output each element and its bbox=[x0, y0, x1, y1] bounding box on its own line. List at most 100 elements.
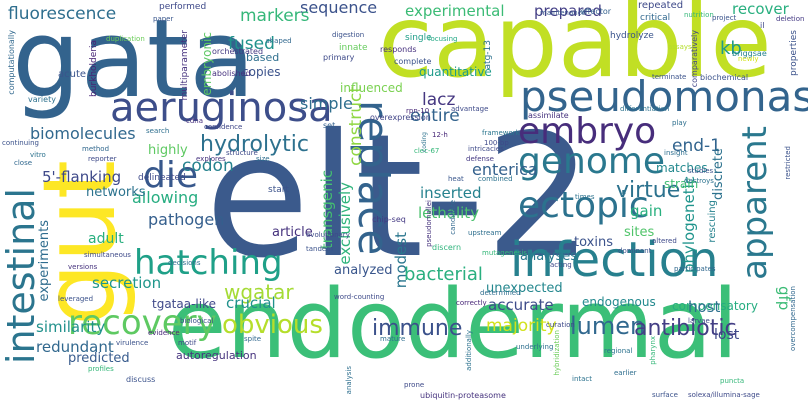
word-end-1: end-1 bbox=[672, 136, 721, 156]
word-decisions: decisions bbox=[168, 259, 201, 267]
word-intricacies: intricacies bbox=[468, 145, 504, 153]
word-responds: responds bbox=[380, 45, 417, 54]
word-variety: variety bbox=[28, 95, 56, 104]
word-enterica: enterica bbox=[472, 160, 538, 179]
word-innate: innate bbox=[339, 43, 368, 53]
word-larvae: larvae bbox=[688, 317, 710, 325]
word-exclusively: exclusively bbox=[336, 182, 354, 265]
word-correctly: correctly bbox=[456, 299, 487, 307]
word-rpn-10: rpn-10 bbox=[406, 107, 430, 115]
word-participates: participates bbox=[674, 265, 716, 273]
word-comparatively: comparatively bbox=[690, 30, 699, 88]
word-markers: markers bbox=[240, 6, 310, 26]
word-hydrolyze: hydrolyze bbox=[610, 31, 654, 41]
word-close: close bbox=[14, 159, 33, 167]
word-spite: spite bbox=[244, 335, 262, 343]
word-analyses: analyses bbox=[520, 249, 578, 264]
word-leveraged: leveraged bbox=[58, 295, 94, 303]
word-orchestrated: orchestrated bbox=[212, 47, 264, 56]
word-maintenance: maintenance bbox=[540, 9, 586, 17]
word-inserted: inserted bbox=[420, 184, 482, 202]
word-upstream: upstream bbox=[468, 229, 502, 237]
word-tandem: tandem bbox=[306, 245, 334, 253]
word-underlying: underlying bbox=[516, 343, 554, 351]
word-coding: coding bbox=[421, 132, 428, 153]
word-experiments: experiments bbox=[37, 220, 52, 302]
word-12-h: 12-h bbox=[432, 131, 448, 139]
word-replace: replace bbox=[349, 100, 398, 256]
word-5-flanking: 5'-flanking bbox=[42, 168, 122, 186]
word-advantage: advantage bbox=[451, 105, 489, 113]
word-multiparameter: multiparameter bbox=[180, 30, 190, 101]
word-clec-67: clec-67 bbox=[414, 147, 440, 155]
word-chip-seq: chip-seq bbox=[372, 215, 406, 224]
word-intact: intact bbox=[572, 375, 593, 383]
word-pseudomonas: pseudomonas bbox=[520, 72, 808, 121]
word-entire: entire bbox=[410, 106, 460, 126]
word-pathogen: pathogen bbox=[148, 210, 225, 229]
word-overcompensation: overcompensation bbox=[789, 286, 797, 351]
word-discrete: discrete bbox=[711, 148, 726, 200]
word-biomolecules: biomolecules bbox=[30, 124, 136, 143]
word-gata: gata bbox=[12, 0, 256, 122]
word-single: single bbox=[405, 33, 432, 43]
word-word-counting: word-counting bbox=[334, 293, 385, 301]
word-motif: motif bbox=[178, 339, 197, 347]
word-immune: immune bbox=[372, 316, 463, 341]
word-based: based bbox=[246, 51, 280, 64]
word-host: host bbox=[688, 298, 721, 316]
word-paper: paper bbox=[153, 15, 174, 23]
word-discuss: discuss bbox=[126, 375, 156, 384]
word-sequence: sequence bbox=[300, 0, 378, 17]
word-set: set bbox=[323, 121, 336, 130]
word-nutrition: nutrition bbox=[684, 11, 714, 19]
word-atg-13: atg-13 bbox=[483, 40, 493, 70]
word-explores: explores bbox=[196, 155, 226, 163]
word-il: il bbox=[760, 21, 765, 30]
word-profiles: profiles bbox=[88, 365, 114, 373]
word-primary: primary bbox=[323, 53, 355, 62]
word-delineated: delineated bbox=[138, 173, 186, 183]
word-repeated: repeated bbox=[638, 0, 684, 11]
word-kb: kb bbox=[720, 38, 742, 59]
word-gfp: gfp bbox=[775, 286, 793, 311]
word-capable: capable bbox=[378, 0, 772, 100]
word-studies: studies bbox=[688, 167, 714, 175]
word-continuing: continuing bbox=[2, 139, 39, 147]
word-cdna: cdna bbox=[186, 117, 204, 125]
word-predicted: predicted bbox=[68, 351, 130, 366]
word-embryonic: embryonic bbox=[200, 32, 214, 96]
word-burkholderia: burkholderia bbox=[89, 40, 99, 98]
word-start: start bbox=[268, 185, 289, 195]
word-simple: simple bbox=[300, 94, 353, 113]
word-influenced: influenced bbox=[340, 81, 403, 95]
word-infection: infection bbox=[510, 232, 719, 288]
word-allowing: allowing bbox=[132, 188, 199, 207]
word-terminate: terminate bbox=[652, 73, 687, 81]
word-complete: complete bbox=[394, 57, 432, 66]
word-deletion: deletion bbox=[776, 15, 805, 23]
word-defense: defense bbox=[466, 155, 494, 163]
word-digestion: digestion bbox=[332, 31, 365, 39]
word-strain: strain bbox=[664, 177, 699, 191]
word-gain: gain bbox=[630, 202, 663, 220]
word-virtue: virtue bbox=[616, 178, 681, 203]
word-duplication: duplication bbox=[106, 35, 145, 43]
word-die: die bbox=[143, 155, 199, 196]
word-apparent: apparent bbox=[735, 126, 775, 280]
word-intestinal: intestinal bbox=[0, 188, 43, 365]
word-pseudomallei: pseudomallei bbox=[425, 200, 433, 247]
word-ubiquitin-proteasome: ubiquitin-proteasome bbox=[420, 391, 506, 400]
word-assays: assays bbox=[668, 43, 692, 51]
word-insight: insight bbox=[664, 149, 688, 157]
word-virulence: virulence bbox=[116, 339, 149, 347]
word-overexpression: overexpression bbox=[370, 113, 431, 122]
word-aeruginosa: aeruginosa bbox=[110, 85, 333, 131]
word-genome: genome bbox=[518, 141, 666, 182]
word-biochemical: biochemical bbox=[700, 73, 749, 82]
word-lacz: lacz bbox=[422, 90, 456, 110]
word-method: method bbox=[82, 145, 110, 153]
word-focusing: focusing bbox=[428, 35, 458, 43]
word-lethality: lethality bbox=[418, 204, 480, 222]
word-earlier: earlier bbox=[614, 369, 637, 377]
